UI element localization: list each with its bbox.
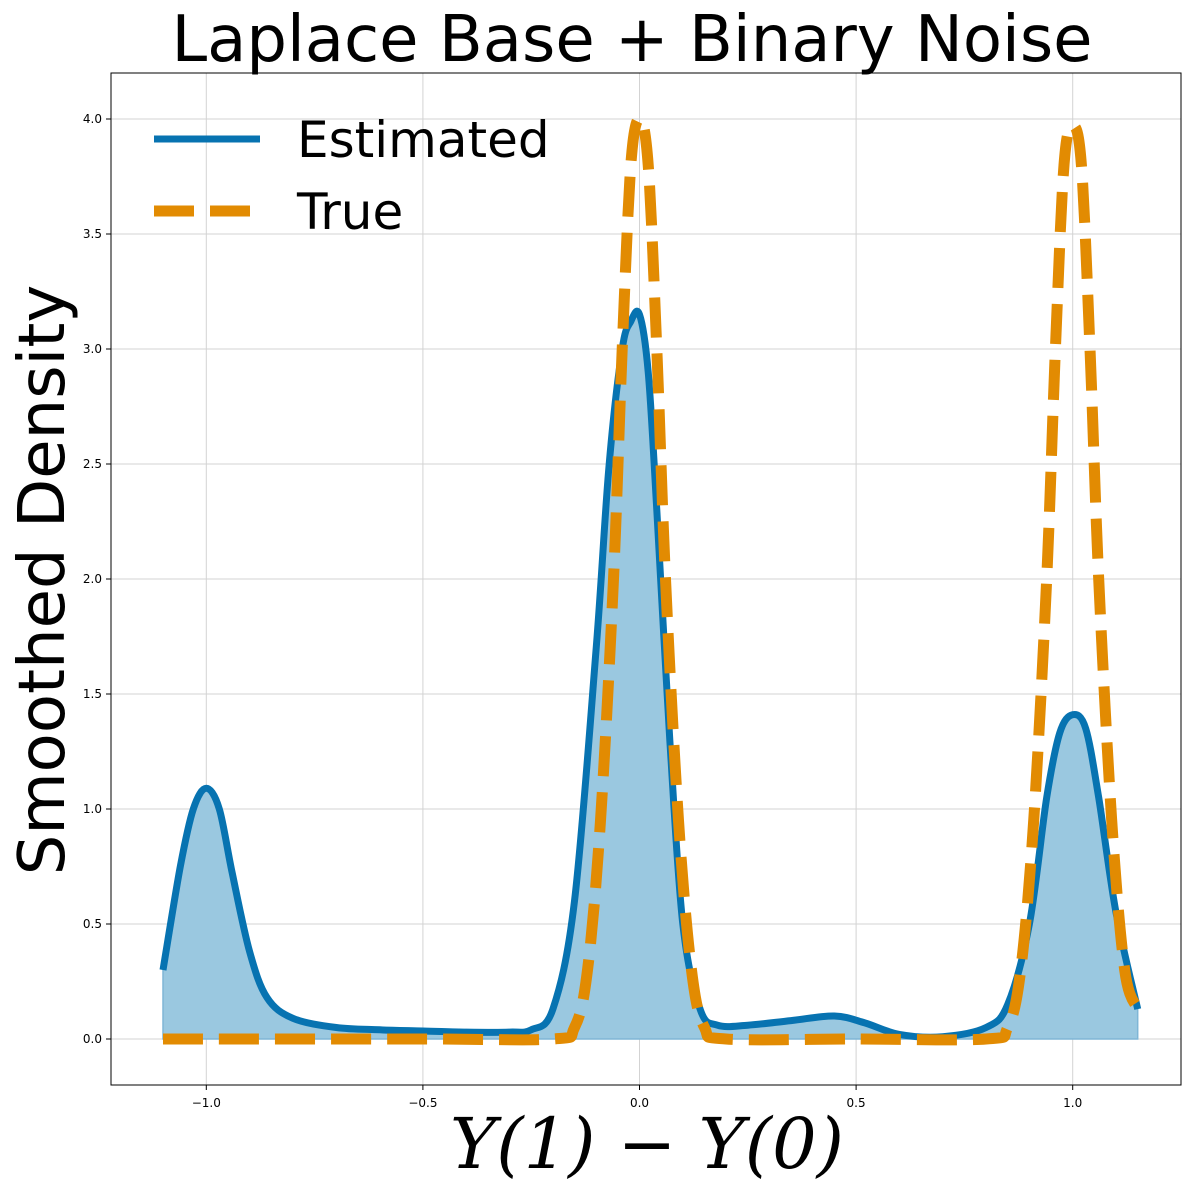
x-tick-label: 0.5: [847, 1096, 866, 1110]
y-tick-label: 2.5: [83, 457, 102, 471]
y-axis-label: Smoothed Density: [6, 285, 80, 876]
series-line-true: [163, 113, 1143, 1046]
x-tick-label: 1.0: [1063, 1096, 1082, 1110]
y-tick-label: 4.0: [83, 112, 102, 126]
x-tick-label: −1.0: [192, 1096, 221, 1110]
legend-label-estimated: Estimated: [297, 111, 550, 169]
series-layer: [159, 113, 1143, 1046]
chart-title: Laplace Base + Binary Noise: [171, 3, 1092, 77]
y-tick-label: 0.0: [83, 1032, 102, 1046]
y-tick-label: 0.5: [83, 917, 102, 931]
x-axis-ticks: −1.0 −0.5 0.0 0.5 1.0: [192, 1085, 1082, 1110]
y-tick-label: 1.5: [83, 687, 102, 701]
y-axis-ticks: 0.0 0.5 1.0 1.5 2.0 2.5 3.0 3.5 4.0: [83, 112, 111, 1046]
y-tick-label: 3.5: [83, 227, 102, 241]
x-tick-label: 0.0: [630, 1096, 649, 1110]
x-tick-label: −0.5: [408, 1096, 437, 1110]
y-tick-label: 2.0: [83, 572, 102, 586]
x-axis-label: Y(1) − Y(0): [450, 1103, 844, 1185]
y-tick-label: 3.0: [83, 342, 102, 356]
y-tick-label: 1.0: [83, 802, 102, 816]
legend-label-true: True: [296, 183, 403, 241]
legend: Estimated True: [154, 111, 550, 241]
